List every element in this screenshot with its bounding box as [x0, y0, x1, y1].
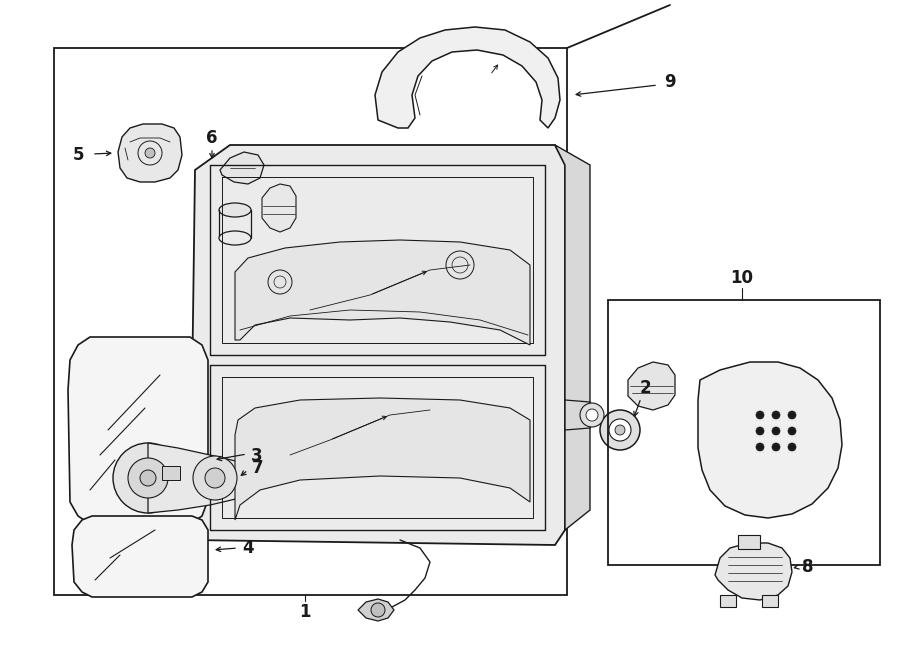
Text: 8: 8 — [802, 558, 814, 576]
Text: 2: 2 — [639, 379, 651, 397]
Polygon shape — [235, 240, 530, 345]
Circle shape — [145, 148, 155, 158]
Bar — [162, 466, 180, 480]
Circle shape — [788, 411, 796, 419]
Circle shape — [580, 403, 604, 427]
Bar — [720, 595, 736, 607]
Polygon shape — [698, 362, 842, 518]
Circle shape — [371, 603, 385, 617]
Bar — [738, 535, 760, 549]
Text: 10: 10 — [731, 269, 753, 287]
Polygon shape — [68, 337, 208, 524]
Circle shape — [140, 470, 156, 486]
Polygon shape — [190, 145, 565, 545]
Polygon shape — [358, 599, 394, 621]
Bar — [54, 48, 567, 595]
Ellipse shape — [219, 203, 251, 217]
Circle shape — [772, 427, 780, 435]
Ellipse shape — [219, 231, 251, 245]
Circle shape — [756, 427, 764, 435]
Circle shape — [756, 443, 764, 451]
Text: 5: 5 — [72, 146, 84, 164]
Text: 6: 6 — [206, 129, 218, 147]
Polygon shape — [118, 124, 182, 182]
Bar — [608, 300, 880, 565]
Circle shape — [756, 411, 764, 419]
Polygon shape — [375, 27, 560, 128]
Text: 1: 1 — [299, 603, 310, 621]
Circle shape — [586, 409, 598, 421]
Circle shape — [113, 443, 183, 513]
Circle shape — [128, 458, 168, 498]
Circle shape — [788, 427, 796, 435]
Circle shape — [772, 411, 780, 419]
Polygon shape — [72, 516, 208, 597]
Text: 4: 4 — [242, 539, 254, 557]
Text: 7: 7 — [252, 459, 264, 477]
Circle shape — [615, 425, 625, 435]
Polygon shape — [628, 362, 675, 410]
Circle shape — [193, 456, 237, 500]
Text: 3: 3 — [251, 447, 263, 465]
Polygon shape — [262, 184, 296, 232]
Circle shape — [788, 443, 796, 451]
Circle shape — [205, 468, 225, 488]
Text: 9: 9 — [664, 73, 676, 91]
Circle shape — [609, 419, 631, 441]
Polygon shape — [555, 145, 590, 530]
Circle shape — [600, 410, 640, 450]
Bar — [762, 595, 778, 607]
Polygon shape — [235, 398, 530, 520]
Polygon shape — [220, 152, 264, 184]
Circle shape — [772, 443, 780, 451]
Polygon shape — [715, 543, 792, 600]
Polygon shape — [148, 443, 252, 513]
